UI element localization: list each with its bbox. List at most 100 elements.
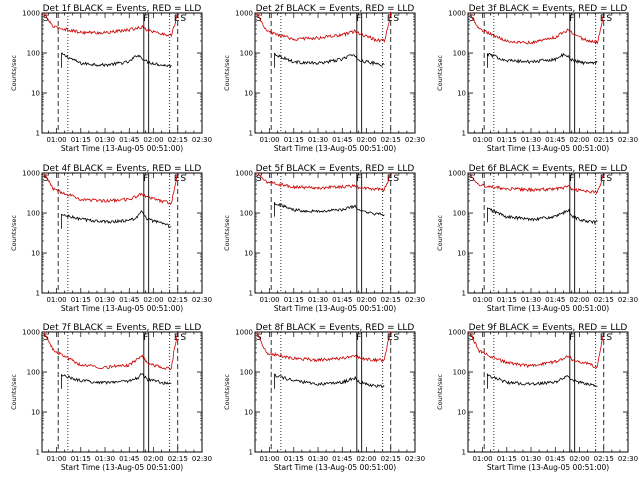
x-tick-label: 01:30 [308, 136, 328, 144]
x-tick-label: 02:15 [168, 296, 188, 304]
y-tick-label: 1000 [235, 10, 253, 18]
chart-title: Det 7f BLACK = Events, RED = LLD [43, 323, 202, 333]
x-tick-label: 02:15 [381, 296, 401, 304]
x-tick-label: 01:00 [472, 455, 492, 463]
plot-frame [467, 331, 629, 453]
chart-title: Det 8f BLACK = Events, RED = LLD [256, 323, 415, 333]
x-tick-label: 02:00 [143, 455, 163, 463]
x-tick-label: 01:45 [332, 455, 352, 463]
x-axis-label: Start Time (13-Aug-05 00:51:00) [274, 144, 396, 153]
event-marker-label: F [143, 333, 148, 343]
event-marker-label: S [256, 14, 262, 24]
event-marker-label: S [469, 174, 475, 184]
plot-frame [254, 172, 416, 294]
chart-panel: Det 6f BLACK = Events, RED = LLD 1 10 100 10… [436, 164, 638, 313]
chart-panel: Det 1f BLACK = Events, RED = LLD 1 10 100 10… [10, 4, 212, 153]
y-tick-label: 1000 [448, 10, 466, 18]
chart-title: Det 6f BLACK = Events, RED = LLD [469, 164, 628, 174]
x-tick-label: 01:15 [284, 455, 304, 463]
x-tick-label: 01:30 [308, 455, 328, 463]
y-axis-label: Counts/sec [223, 215, 231, 251]
y-axis-label: Counts/sec [10, 55, 18, 91]
lld-series-line [469, 331, 605, 369]
event-marker-label: F [569, 333, 574, 343]
y-tick-label: 10 [31, 409, 40, 417]
x-tick-label: 01:00 [259, 136, 279, 144]
plot-frame [41, 12, 203, 134]
lld-series-line [43, 172, 179, 205]
x-tick-label: 02:15 [594, 296, 614, 304]
x-tick-label: 02:15 [168, 455, 188, 463]
event-marker-label: F [569, 14, 574, 24]
chart-panel: Det 8f BLACK = Events, RED = LLD 1 10 100 10… [223, 323, 425, 472]
chart-title: Det 9f BLACK = Events, RED = LLD [469, 323, 628, 333]
events-series-line [273, 202, 385, 217]
chart-panel: Det 7f BLACK = Events, RED = LLD 1 10 100 10… [10, 323, 212, 472]
x-axis-label: Start Time (13-Aug-05 00:51:00) [274, 304, 396, 313]
x-tick-label: 02:30 [405, 455, 425, 463]
event-marker-label: F [569, 174, 574, 184]
y-axis-label: Counts/sec [223, 55, 231, 91]
x-tick-label: 01:00 [259, 296, 279, 304]
x-tick-label: 01:30 [95, 455, 115, 463]
event-marker-label: E [387, 333, 393, 343]
event-marker-label: F [356, 333, 361, 343]
x-tick-label: 01:15 [71, 296, 91, 304]
x-tick-label: 01:45 [545, 136, 565, 144]
plot-frame [467, 12, 629, 134]
events-series-line [486, 207, 598, 225]
x-tick-label: 01:00 [472, 136, 492, 144]
x-tick-label: 01:15 [497, 296, 517, 304]
plot-frame [41, 331, 203, 453]
event-marker-label: S [43, 174, 49, 184]
y-tick-label: 10 [244, 250, 253, 258]
event-marker-label: S [256, 174, 262, 184]
chart-panel: Det 2f BLACK = Events, RED = LLD 1 10 100 10… [223, 4, 425, 153]
x-tick-label: 01:30 [521, 455, 541, 463]
x-tick-label: 02:15 [594, 455, 614, 463]
y-tick-label: 100 [27, 50, 40, 58]
x-tick-label: 01:45 [332, 296, 352, 304]
x-tick-label: 02:00 [569, 455, 589, 463]
x-tick-label: 01:00 [259, 455, 279, 463]
x-tick-label: 02:30 [618, 136, 638, 144]
event-marker-label: S [606, 14, 612, 24]
y-tick-label: 1 [249, 130, 253, 138]
y-tick-label: 1 [36, 449, 40, 457]
lld-series-line [256, 11, 392, 43]
x-tick-label: 02:15 [168, 136, 188, 144]
x-tick-label: 01:00 [472, 296, 492, 304]
y-tick-label: 10 [244, 409, 253, 417]
y-tick-label: 10 [244, 90, 253, 98]
x-tick-label: 02:00 [569, 136, 589, 144]
y-tick-label: 1 [462, 290, 466, 298]
x-tick-label: 01:45 [119, 455, 139, 463]
y-tick-label: 10 [31, 90, 40, 98]
chart-title: Det 2f BLACK = Events, RED = LLD [256, 4, 415, 14]
x-axis-label: Start Time (13-Aug-05 00:51:00) [61, 463, 183, 472]
events-series-line [486, 52, 598, 68]
y-tick-label: 1 [462, 130, 466, 138]
x-tick-label: 01:00 [46, 296, 66, 304]
y-tick-label: 1000 [448, 329, 466, 337]
x-tick-label: 02:30 [192, 136, 212, 144]
x-tick-label: 01:00 [46, 136, 66, 144]
x-tick-label: 02:00 [356, 296, 376, 304]
y-tick-label: 10 [457, 250, 466, 258]
x-tick-label: 02:15 [594, 136, 614, 144]
x-tick-label: 02:00 [356, 136, 376, 144]
y-tick-label: 100 [453, 369, 466, 377]
y-tick-label: 1 [249, 290, 253, 298]
event-marker-label: S [43, 333, 49, 343]
y-tick-label: 100 [27, 369, 40, 377]
x-tick-label: 02:30 [192, 296, 212, 304]
chart-panel: Det 5f BLACK = Events, RED = LLD 1 10 100 10… [223, 164, 425, 313]
plot-frame [41, 172, 203, 294]
x-axis-label: Start Time (13-Aug-05 00:51:00) [487, 463, 609, 472]
y-tick-label: 1 [249, 449, 253, 457]
chart-panel: Det 3f BLACK = Events, RED = LLD 1 10 100 10… [436, 4, 638, 153]
y-axis-label: Counts/sec [436, 55, 444, 91]
events-series-line [60, 373, 172, 389]
chart-panel: Det 4f BLACK = Events, RED = LLD 1 10 100 10… [10, 164, 212, 313]
x-tick-label: 01:15 [71, 455, 91, 463]
